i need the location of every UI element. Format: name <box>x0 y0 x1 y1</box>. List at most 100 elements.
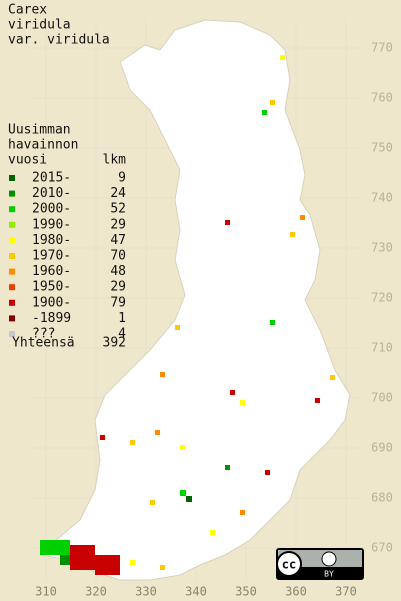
occurrence <box>240 400 245 405</box>
x-tick-label: 320 <box>85 585 107 599</box>
occurrence <box>155 430 160 435</box>
legend-count: 47 <box>110 233 126 248</box>
cc-text: cc <box>282 558 296 572</box>
y-tick-label: 750 <box>371 141 393 155</box>
legend-label: 1970- <box>32 249 71 264</box>
legend-swatch <box>9 331 15 337</box>
title-line: Carex <box>8 3 47 18</box>
total-label: Yhteensä <box>12 336 75 351</box>
x-tick-label: 350 <box>235 585 257 599</box>
by-text: BY <box>324 570 334 579</box>
legend-label: 2010- <box>32 186 71 201</box>
y-tick-label: 700 <box>371 391 393 405</box>
occurrence <box>315 398 320 403</box>
y-tick-label: 670 <box>371 541 393 555</box>
occurrence <box>160 372 165 377</box>
occurrence <box>150 500 155 505</box>
occurrence <box>290 232 295 237</box>
x-tick-label: 370 <box>335 585 357 599</box>
legend-count: 79 <box>110 295 126 310</box>
legend-label: 1980- <box>32 233 71 248</box>
finland-outline <box>38 19 351 581</box>
occurrence <box>160 565 165 570</box>
legend-label: 1990- <box>32 217 71 232</box>
legend-label: 1960- <box>32 264 71 279</box>
occurrence <box>240 510 245 515</box>
occurrence <box>230 390 235 395</box>
occurrence <box>270 100 275 105</box>
legend-swatch <box>9 299 15 306</box>
legend-count: 24 <box>110 186 126 201</box>
occurrence <box>330 375 335 380</box>
y-tick-label: 760 <box>371 91 393 105</box>
occurrence <box>130 440 135 445</box>
legend-swatch <box>9 237 15 244</box>
occurrence <box>40 540 70 555</box>
legend-swatch <box>9 315 15 322</box>
x-tick-label: 330 <box>135 585 157 599</box>
legend-swatch <box>9 284 15 291</box>
title-line: viridula <box>8 18 71 33</box>
occurrence <box>180 445 185 450</box>
legend-label: 2000- <box>32 202 71 217</box>
occurrence <box>300 215 305 220</box>
legend-swatch <box>9 253 15 259</box>
y-tick-label: 680 <box>371 491 393 505</box>
occurrence <box>280 55 285 60</box>
legend-label: ??? <box>32 327 55 342</box>
legend-count-header: lkm <box>103 153 127 168</box>
legend-count: 52 <box>110 202 126 217</box>
occurrence <box>225 465 230 470</box>
occurrence <box>95 555 120 575</box>
legend-header: havainnon <box>8 138 78 153</box>
legend-count: 29 <box>110 280 126 295</box>
y-tick-label: 770 <box>371 41 393 55</box>
total-count: 392 <box>103 336 126 351</box>
occurrence <box>60 555 70 565</box>
license-badge: cc BY <box>276 548 364 580</box>
y-tick-label: 730 <box>371 241 393 255</box>
legend-label: -1899 <box>32 311 71 326</box>
legend-swatch <box>9 175 15 181</box>
occurrence <box>70 545 95 570</box>
legend-header: Uusimman <box>8 123 71 138</box>
legend-count: 70 <box>110 249 126 264</box>
x-tick-label: 360 <box>285 585 307 599</box>
by-icon <box>321 551 337 567</box>
title-line: var. viridula <box>8 33 110 48</box>
y-tick-label: 740 <box>371 191 393 205</box>
occurrences <box>40 55 335 575</box>
occurrence <box>130 560 135 565</box>
legend-swatch <box>9 268 15 275</box>
occurrence <box>175 325 180 330</box>
legend-count: 29 <box>110 217 126 232</box>
occurrence <box>262 110 267 115</box>
occurrence <box>180 490 186 496</box>
cc-circle <box>276 551 302 577</box>
legend-label: 1900- <box>32 295 71 310</box>
legend-count: 48 <box>110 264 126 279</box>
legend-count: 9 <box>118 171 126 186</box>
legend-header: vuosi <box>8 153 47 168</box>
occurrence <box>186 496 192 502</box>
y-tick-label: 720 <box>371 291 393 305</box>
legend-swatch <box>9 221 15 228</box>
x-tick-label: 310 <box>35 585 57 599</box>
x-tick-label: 340 <box>185 585 207 599</box>
occurrence <box>225 220 230 225</box>
y-tick-label: 710 <box>371 341 393 355</box>
y-tick-label: 690 <box>371 441 393 455</box>
occurrence <box>210 530 215 535</box>
legend-label: 1950- <box>32 280 71 295</box>
legend-swatch <box>9 206 15 213</box>
occurrence <box>100 435 105 440</box>
occurrence <box>270 320 275 325</box>
legend-count: 4 <box>118 327 126 342</box>
legend-count: 1 <box>118 311 126 326</box>
legend-label: 2015- <box>32 171 71 186</box>
occurrence <box>265 470 270 475</box>
legend-swatch <box>9 190 15 197</box>
